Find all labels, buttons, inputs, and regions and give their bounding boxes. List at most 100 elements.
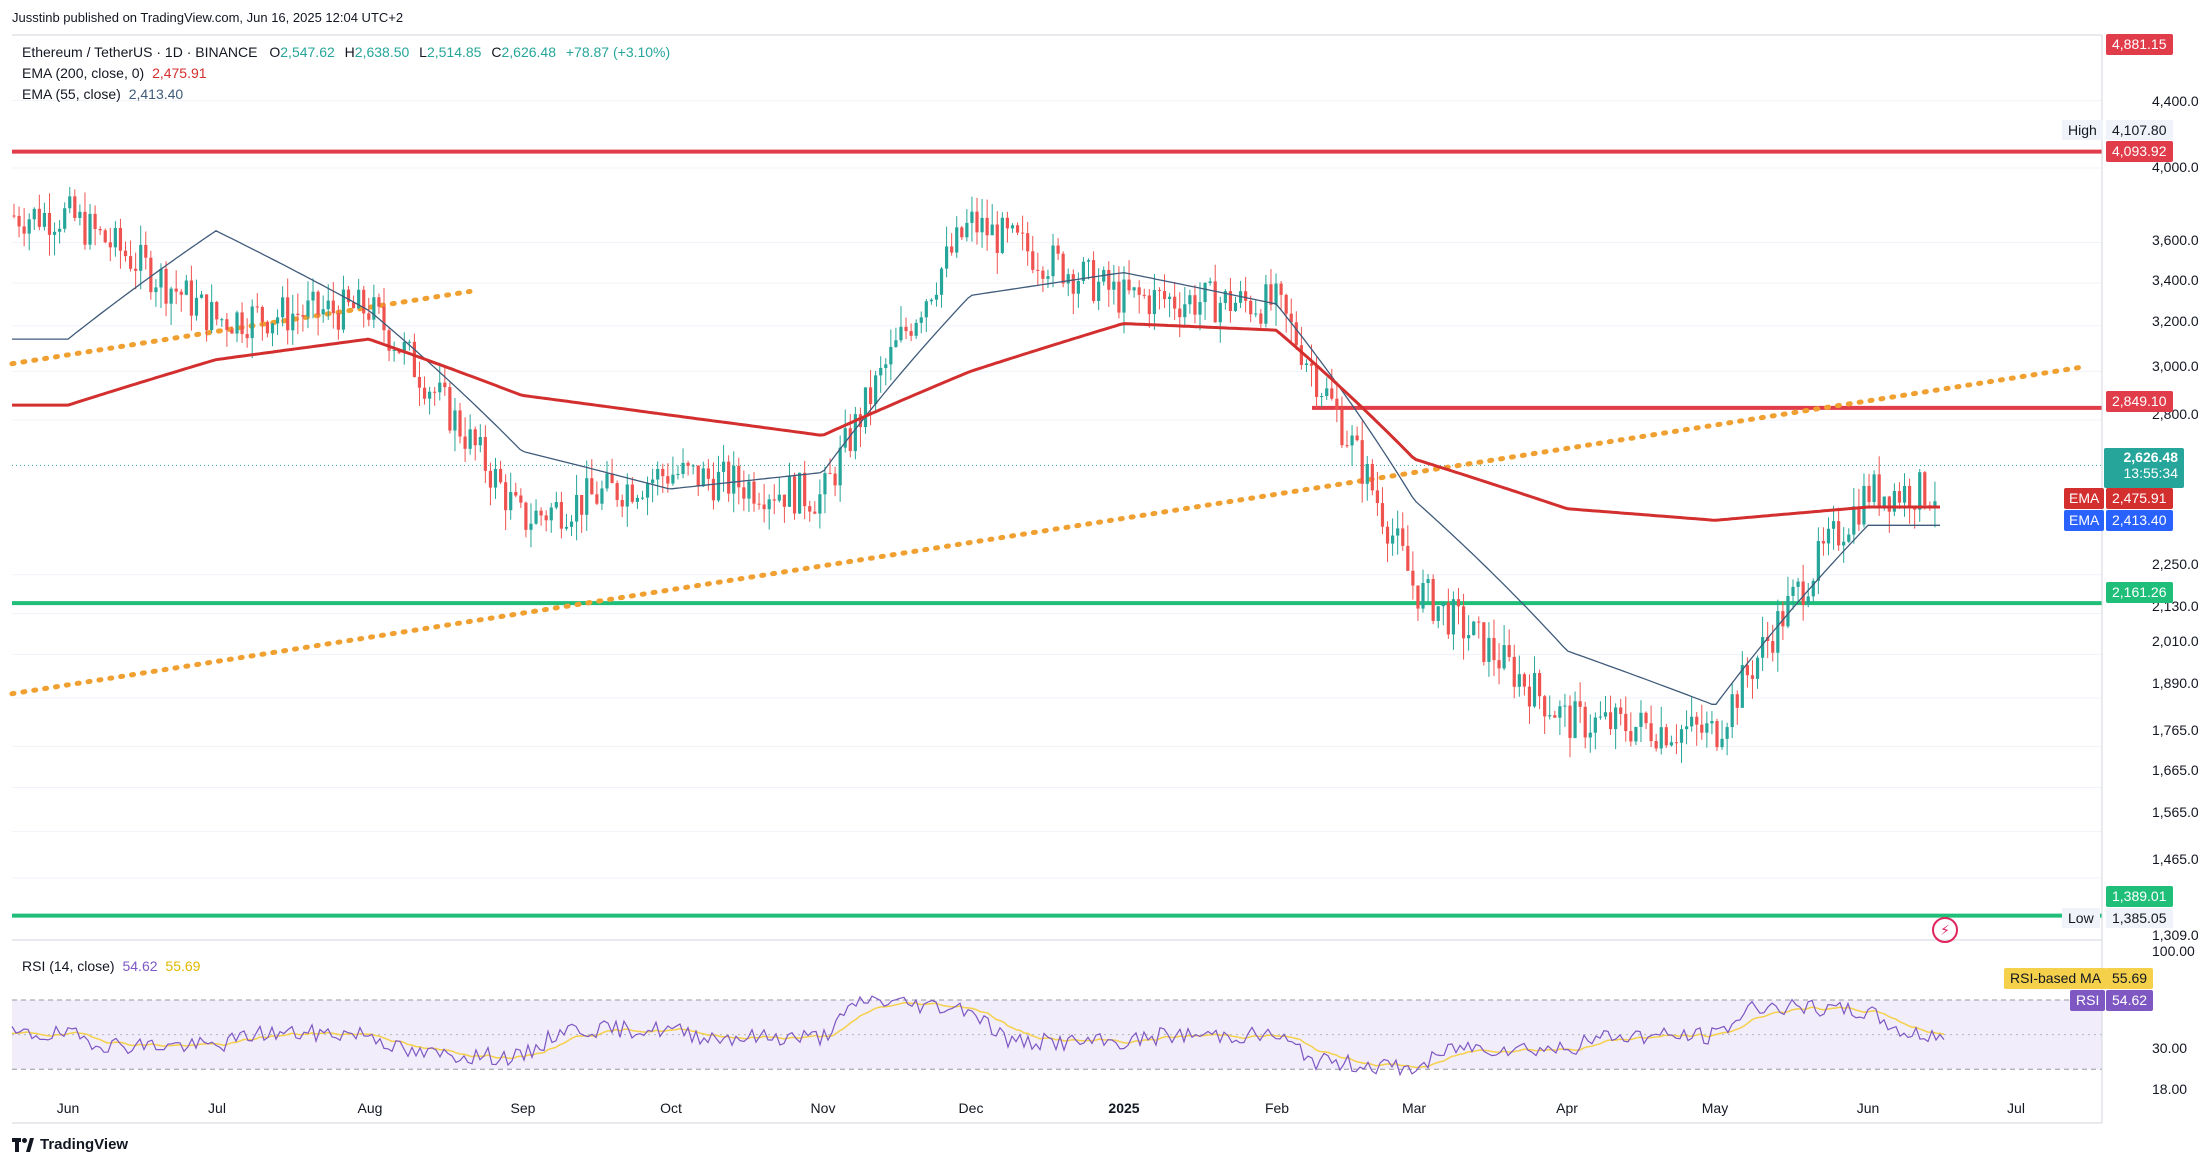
candle-down	[37, 208, 41, 227]
price-tick: 4,000.00	[2152, 159, 2198, 175]
candle-down	[1355, 435, 1359, 441]
candle-up	[1892, 491, 1896, 512]
candle-up	[468, 429, 472, 449]
ema200-badge: 2,475.91	[2106, 488, 2173, 509]
candle-down	[336, 313, 340, 330]
candle-up	[894, 340, 898, 347]
candle-down	[858, 414, 863, 428]
price-tick: 1,665.00	[2152, 762, 2198, 778]
ema200-legend[interactable]: EMA (200, close, 0) 2,475.91	[22, 65, 207, 81]
candle-down	[1380, 503, 1385, 527]
candle-down	[580, 494, 584, 515]
candle-down	[118, 228, 123, 251]
ema55-tag: EMA	[2064, 510, 2105, 531]
candle-down	[1147, 295, 1151, 315]
ema200-label: EMA (200, close, 0)	[22, 65, 145, 81]
candle-down	[1837, 521, 1841, 546]
candle-down	[448, 387, 452, 431]
candle-up	[1720, 738, 1724, 748]
candle-down	[17, 215, 21, 227]
candle-up	[965, 222, 969, 238]
candle-down	[412, 341, 417, 377]
candle-up	[1603, 712, 1608, 717]
candle-down	[514, 492, 518, 496]
candle-down	[296, 313, 300, 316]
candle-up	[326, 300, 330, 310]
candle-down	[615, 483, 619, 500]
candle-down	[215, 302, 219, 320]
candle-down	[83, 211, 87, 245]
price-tick: 1,465.00	[2152, 851, 2198, 867]
candle-down	[1695, 716, 1699, 725]
candle-up	[1806, 596, 1810, 605]
candle-down	[1923, 472, 1927, 506]
candle-up	[27, 219, 31, 234]
candle-down	[301, 315, 305, 317]
candle-up	[1852, 506, 1856, 535]
candle-up	[767, 499, 771, 510]
candle-down	[286, 297, 290, 331]
candle-down	[1583, 706, 1587, 738]
candle-down	[473, 429, 477, 446]
candle-down	[488, 470, 493, 488]
candle-up	[1320, 396, 1324, 398]
candle-up	[1690, 716, 1694, 727]
rsi-tick: 100.00	[2152, 943, 2195, 959]
candle-up	[1634, 726, 1638, 742]
candle-down	[1279, 283, 1283, 295]
candle-down	[610, 473, 614, 484]
candle-down	[377, 297, 381, 307]
tradingview-logo-icon	[12, 1137, 34, 1152]
candle-up	[68, 196, 72, 209]
candle-down	[1162, 291, 1167, 300]
candle-up	[52, 231, 57, 235]
candle-down	[1497, 660, 1501, 669]
candle-down	[1036, 269, 1040, 271]
candle-down	[1897, 491, 1902, 503]
time-tick: Mar	[1401, 1100, 1427, 1116]
ema-lines	[12, 230, 1940, 705]
candle-up	[939, 268, 944, 295]
candle-up	[1421, 582, 1425, 609]
candle-down	[1674, 742, 1679, 744]
candle-down	[1142, 294, 1146, 296]
support-mid-badge: 2,161.26	[2106, 582, 2173, 603]
candle-down	[255, 306, 259, 308]
rsi-badge: 54.62	[2106, 990, 2154, 1011]
symbol-legend[interactable]: Ethereum / TetherUS · 1D · BINANCE O2,54…	[22, 44, 670, 60]
candle-down	[1309, 363, 1314, 366]
candle-down	[498, 468, 503, 483]
candle-down	[1021, 232, 1025, 234]
candle-up	[311, 291, 315, 301]
ema55-legend[interactable]: EMA (55, close) 2,413.40	[22, 86, 183, 102]
low-label: L	[419, 44, 427, 60]
candle-down	[727, 461, 731, 494]
candle-down	[985, 217, 989, 236]
candle-up	[392, 349, 396, 351]
candle-down	[1700, 724, 1704, 733]
tradingview-footer[interactable]: TradingView	[12, 1136, 128, 1153]
candle-down	[1715, 721, 1719, 748]
candle-up	[1598, 716, 1603, 718]
candle-down	[1512, 656, 1516, 687]
candle-down	[1026, 233, 1030, 252]
candle-down	[1269, 284, 1273, 305]
low-value-badge: 1,385.05	[2106, 908, 2173, 928]
candle-up	[1076, 280, 1080, 294]
candle-up	[924, 301, 928, 318]
candle-up	[1122, 279, 1126, 313]
candle-up	[1669, 742, 1673, 746]
candle-up	[874, 375, 878, 405]
candle-down	[1771, 641, 1775, 653]
candle-down	[630, 484, 634, 502]
candle-down	[422, 387, 427, 399]
candle-up	[321, 309, 325, 315]
candle-down	[1228, 291, 1233, 312]
rsi-legend[interactable]: RSI (14, close) 54.62 55.69	[22, 958, 200, 974]
lightning-icon[interactable]: ⚡	[1932, 917, 1958, 943]
open-label: O	[269, 44, 281, 60]
candle-up	[1168, 296, 1172, 300]
candle-up	[407, 341, 411, 343]
candle-down	[1553, 715, 1557, 718]
candle-up	[651, 479, 655, 484]
